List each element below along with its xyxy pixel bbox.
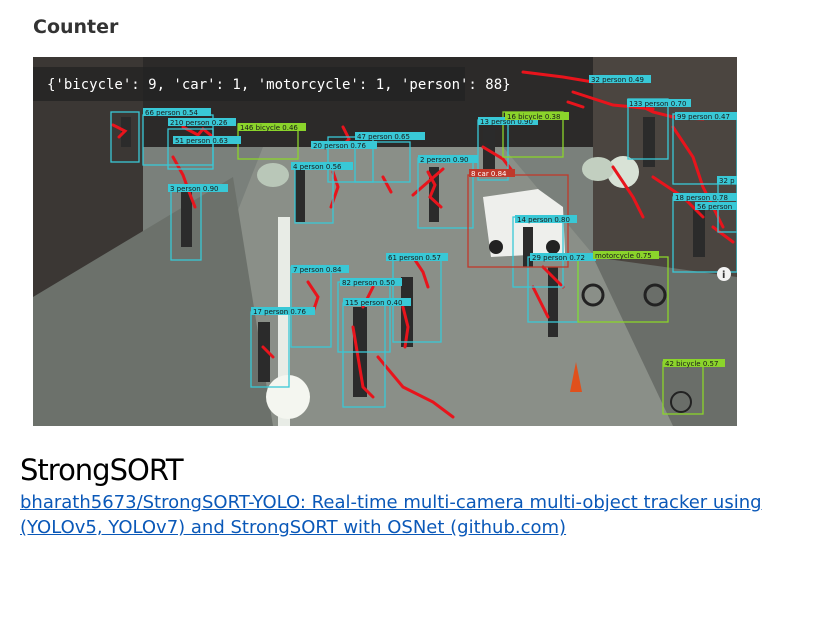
- detection-label: 16 bicycle 0.38: [507, 113, 560, 121]
- github-repo-link[interactable]: bharath5673/StrongSORT-YOLO: Real-time m…: [20, 490, 820, 540]
- detection-label: 8 car 0.84: [471, 170, 507, 178]
- detection-label: 66 person 0.54: [145, 109, 198, 117]
- detection-label: 61 person 0.57: [388, 254, 441, 262]
- detection-label: 3 person 0.90: [170, 185, 218, 193]
- detection-label: 56 person: [697, 203, 732, 211]
- detection-label: 2 person 0.90: [420, 156, 468, 164]
- detection-label: 47 person 0.65: [357, 133, 410, 141]
- detection-label: 29 person 0.72: [532, 254, 585, 262]
- detection-label: 7 person 0.84: [293, 266, 342, 274]
- detection-label: motorcycle 0.75: [595, 252, 652, 260]
- detection-label: 115 person 0.40: [345, 299, 402, 307]
- tool-title: StrongSORT: [20, 453, 184, 487]
- detection-label: 20 person 0.76: [313, 142, 366, 150]
- detection-label: 32 p: [719, 177, 735, 185]
- detection-label: 99 person 0.47: [677, 113, 730, 121]
- detection-label: 146 bicycle 0.46: [240, 124, 298, 132]
- detection-label: 42 bicycle 0.57: [665, 360, 718, 368]
- detection-label: 14 person 0.80: [517, 216, 570, 224]
- detection-label: 82 person 0.50: [342, 279, 395, 287]
- svg-text:i: i: [722, 270, 725, 281]
- detection-label: 4 person 0.56: [293, 163, 342, 171]
- detection-label: 18 person 0.78: [675, 194, 728, 202]
- detection-label: 51 person 0.63: [175, 137, 228, 145]
- object-counter-overlay: {'bicycle': 9, 'car': 1, 'motorcycle': 1…: [47, 77, 511, 93]
- detection-label: 32 person 0.49: [591, 76, 644, 84]
- detection-label: 210 person 0.26: [170, 119, 228, 127]
- detection-label: 133 person 0.70: [629, 100, 686, 108]
- tracking-demo-image: {'bicycle': 9, 'car': 1, 'motorcycle': 1…: [33, 57, 737, 426]
- repo-link-line-1: bharath5673/StrongSORT-YOLO: Real-time m…: [20, 492, 762, 513]
- counter-heading: Counter: [33, 16, 119, 38]
- repo-link-line-2: (YOLOv5, YOLOv7) and StrongSORT with OSN…: [20, 517, 567, 538]
- detection-label: 13 person 0.90: [480, 118, 533, 126]
- detection-label: 17 person 0.76: [253, 308, 306, 316]
- info-icon: [717, 267, 731, 281]
